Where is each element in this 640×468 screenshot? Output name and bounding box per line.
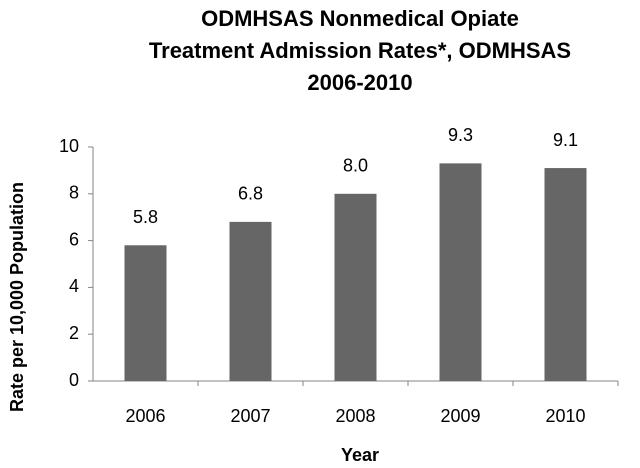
x-tick-label: 2009	[440, 406, 480, 426]
y-tick-label: 10	[59, 136, 79, 156]
bar	[334, 193, 377, 381]
data-label: 8.0	[343, 156, 368, 176]
bar	[439, 163, 482, 381]
y-tick-label: 4	[69, 276, 79, 296]
y-tick-label: 6	[69, 229, 79, 249]
y-tick-label: 8	[69, 183, 79, 203]
y-tick-label: 2	[69, 323, 79, 343]
bar	[229, 221, 272, 381]
chart-title: Treatment Admission Rates*, ODMHSAS	[149, 38, 571, 63]
chart-title: ODMHSAS Nonmedical Opiate	[201, 6, 519, 31]
data-label: 9.1	[553, 130, 578, 150]
x-axis-title: Year	[341, 445, 379, 465]
y-tick-label: 0	[69, 370, 79, 390]
bar	[544, 168, 587, 381]
data-label: 6.8	[238, 184, 263, 204]
x-tick-label: 2006	[125, 406, 165, 426]
chart-title: 2006-2010	[307, 70, 412, 95]
x-tick-label: 2008	[335, 406, 375, 426]
data-label: 9.3	[448, 125, 473, 145]
y-axis-title: Rate per 10,000 Population	[7, 182, 27, 412]
data-label: 5.8	[133, 207, 158, 227]
x-tick-label: 2007	[230, 406, 270, 426]
x-tick-label: 2010	[545, 406, 585, 426]
bar	[124, 245, 167, 381]
